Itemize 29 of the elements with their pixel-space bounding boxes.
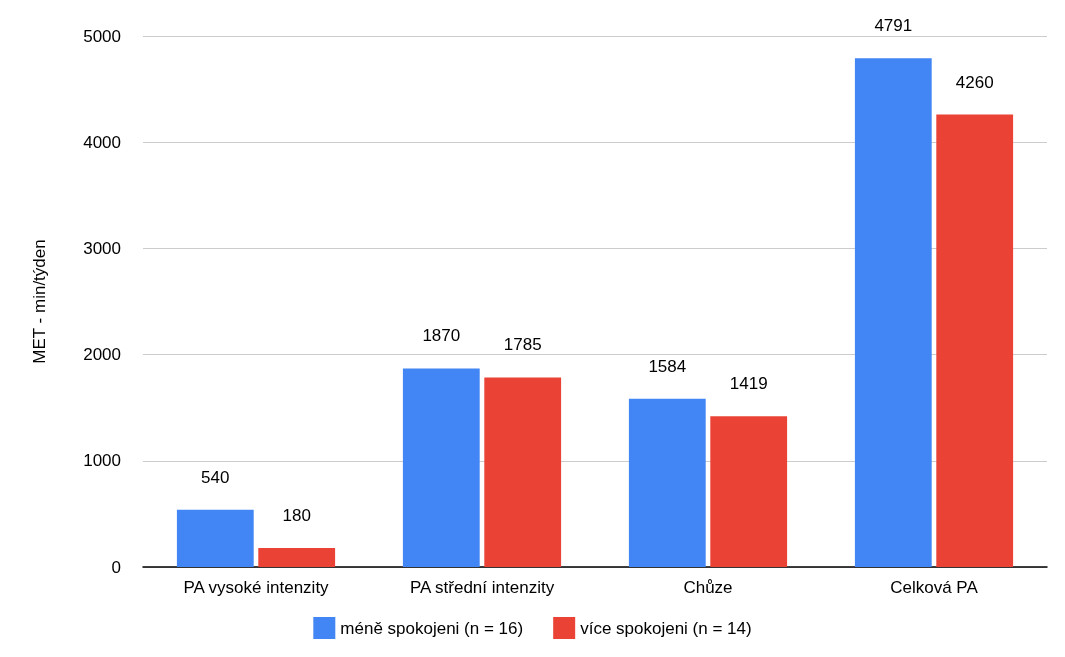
bar: [484, 377, 562, 567]
bar: [710, 416, 788, 567]
bar: [402, 368, 480, 567]
bar: [936, 114, 1014, 567]
data-label: 4791: [874, 16, 913, 36]
y-tick-label: 5000: [83, 26, 121, 46]
bar: [176, 509, 254, 567]
x-tick-label: Chůze: [683, 578, 733, 597]
data-label: 1419: [729, 374, 768, 394]
y-tick-label: 0: [111, 557, 121, 577]
data-label: 180: [282, 505, 311, 525]
y-axis-title: MET - min/týden: [30, 239, 49, 364]
y-tick-label: 4000: [83, 132, 121, 152]
x-tick-label: PA vysoké intenzity: [183, 578, 330, 597]
bar: [258, 547, 336, 567]
data-label: 1870: [422, 326, 461, 346]
y-tick-label: 3000: [83, 238, 121, 258]
y-tick-label: 1000: [83, 451, 121, 471]
data-label: 1785: [503, 335, 542, 355]
x-tick-label: PA střední intenzity: [409, 578, 555, 597]
legend-label: méně spokojeni (n = 16): [340, 618, 524, 638]
data-label: 4260: [955, 72, 994, 92]
bar: [628, 398, 706, 567]
legend-label: více spokojeni (n = 14): [580, 618, 752, 638]
bar: [854, 58, 932, 567]
x-tick-label: Celková PA: [890, 578, 979, 597]
data-label: 1584: [648, 356, 687, 376]
data-label: 540: [201, 467, 230, 487]
y-tick-label: 2000: [83, 345, 121, 365]
